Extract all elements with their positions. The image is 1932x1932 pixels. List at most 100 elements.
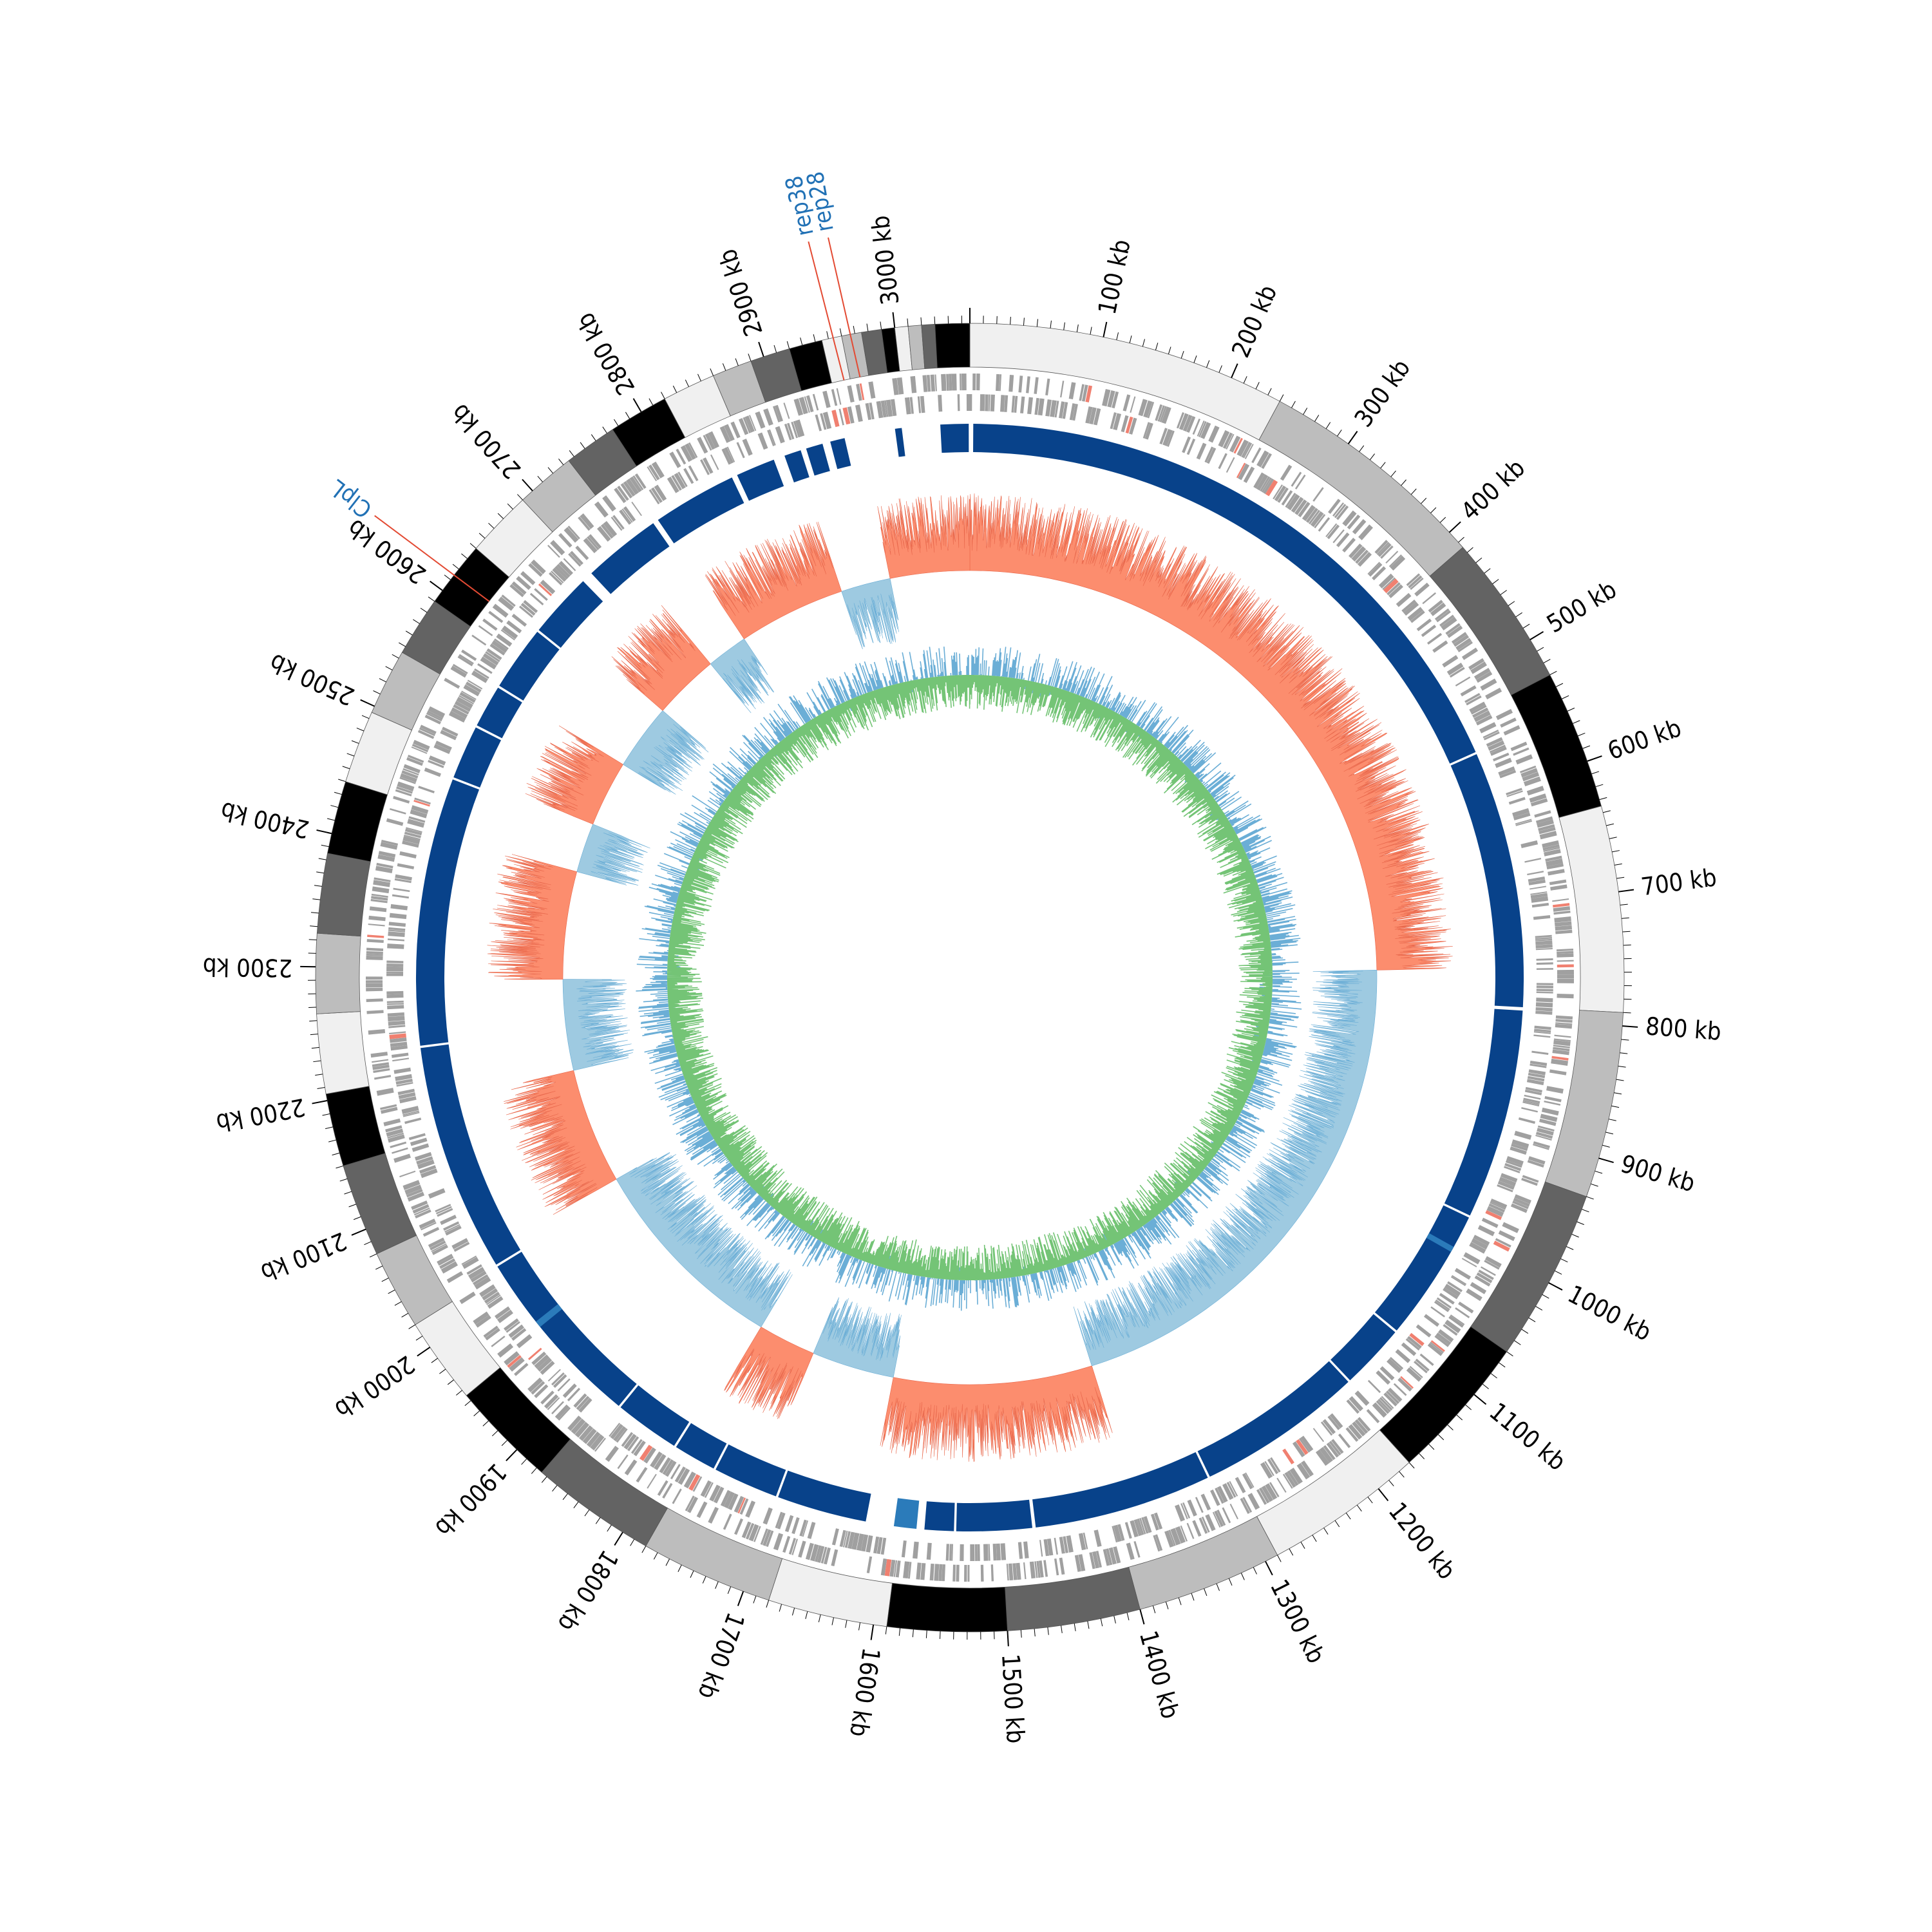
gene-feature <box>1282 1448 1294 1464</box>
minor-tick <box>1289 1548 1294 1556</box>
gene-feature <box>1176 412 1185 429</box>
minor-tick <box>858 1622 861 1631</box>
gene-feature <box>1533 1031 1551 1034</box>
minor-tick <box>1255 382 1260 390</box>
gene-feature <box>401 1106 419 1114</box>
gene-feature <box>471 670 488 683</box>
gene-feature <box>411 805 429 815</box>
minor-tick <box>348 1204 357 1208</box>
gene-feature <box>938 395 943 412</box>
skew-negative <box>562 979 634 1071</box>
gene-feature <box>403 764 421 773</box>
gene-feature <box>366 998 383 1003</box>
gene-feature <box>629 476 642 493</box>
gene-feature <box>1332 529 1345 544</box>
minor-tick <box>346 753 355 757</box>
skew-positive <box>877 495 971 579</box>
minor-tick <box>1419 1453 1425 1459</box>
gene-feature <box>1388 584 1403 598</box>
minor-tick <box>517 494 523 500</box>
gene-feature <box>700 1480 712 1497</box>
gene-feature <box>497 1309 513 1323</box>
gene-feature <box>368 1029 386 1035</box>
minor-tick <box>1323 1528 1329 1535</box>
minor-tick <box>805 1611 808 1619</box>
gene-feature <box>407 819 425 828</box>
gene-feature <box>1546 858 1564 867</box>
gene-feature <box>419 727 435 737</box>
gene-feature <box>719 426 731 443</box>
gene-feature <box>1446 662 1464 676</box>
gene-feature <box>1523 1097 1540 1104</box>
gene-feature <box>368 915 386 922</box>
gene-feature <box>1556 948 1574 952</box>
gene-feature <box>462 1256 479 1269</box>
minor-tick <box>1499 1362 1506 1368</box>
gene-feature <box>386 963 404 967</box>
gene-feature <box>1414 582 1430 597</box>
gene-feature <box>1236 462 1246 478</box>
gene-feature <box>413 739 430 750</box>
scale-label: 2300 kb <box>202 952 292 982</box>
gene-feature <box>1498 1230 1515 1242</box>
gene-feature <box>1292 1441 1305 1457</box>
gene-feature <box>1175 1504 1186 1522</box>
gene-feature <box>820 1546 828 1564</box>
gene-feature <box>1549 879 1567 886</box>
gene-feature <box>1122 394 1131 412</box>
gene-feature <box>386 990 404 995</box>
minor-tick <box>813 334 816 342</box>
alignment-block <box>499 632 560 701</box>
gene-feature <box>1000 395 1005 412</box>
gene-feature <box>461 649 477 661</box>
minor-tick <box>385 666 393 670</box>
minor-tick <box>311 1046 319 1049</box>
minor-tick <box>452 564 459 569</box>
gene-feature <box>406 827 422 833</box>
gene-feature <box>610 1423 623 1439</box>
gene-feature <box>1059 401 1065 419</box>
gene-feature <box>1372 566 1387 581</box>
gene-feature <box>1347 515 1361 530</box>
minor-tick <box>1591 771 1600 775</box>
gene-feature <box>677 471 688 488</box>
gene-feature <box>558 561 573 576</box>
minor-tick <box>1620 904 1628 905</box>
gene-feature <box>1511 1139 1530 1149</box>
gene-feature <box>1555 1019 1573 1023</box>
gene-feature <box>1450 1314 1465 1325</box>
gene-feature <box>1235 1477 1246 1493</box>
gene-feature <box>435 1204 451 1213</box>
gene-feature <box>1208 425 1220 443</box>
gene-feature <box>1407 607 1424 621</box>
gene-feature <box>1544 1095 1562 1103</box>
gene-feature <box>386 973 404 976</box>
gene-feature <box>1217 1510 1226 1526</box>
gene-feature <box>576 1396 590 1410</box>
skew-negative <box>841 578 900 650</box>
major-tick <box>1618 889 1634 893</box>
gene-feature <box>1018 375 1023 393</box>
gene-feature <box>1514 1130 1532 1140</box>
gene-feature <box>988 1544 990 1561</box>
gene-feature <box>1470 1282 1487 1294</box>
gene-feature <box>1553 903 1570 908</box>
gene-feature <box>799 1519 807 1537</box>
gene-feature <box>762 1529 772 1546</box>
gene-feature <box>639 1444 653 1461</box>
major-tick <box>1473 1394 1487 1405</box>
minor-tick <box>507 503 513 510</box>
alignment-block <box>895 428 905 457</box>
gene-feature <box>1451 632 1468 645</box>
minor-tick <box>531 1468 537 1474</box>
gene-feature <box>1481 1266 1496 1276</box>
gene-feature <box>573 1393 587 1408</box>
gene-feature <box>529 592 544 606</box>
gene-feature <box>1192 418 1201 435</box>
gene-feature <box>485 1328 500 1341</box>
gene-feature <box>1543 847 1560 853</box>
gene-feature <box>631 501 642 516</box>
gene-feature <box>1535 934 1552 938</box>
gene-feature <box>1004 395 1009 412</box>
gene-feature <box>1430 602 1446 616</box>
